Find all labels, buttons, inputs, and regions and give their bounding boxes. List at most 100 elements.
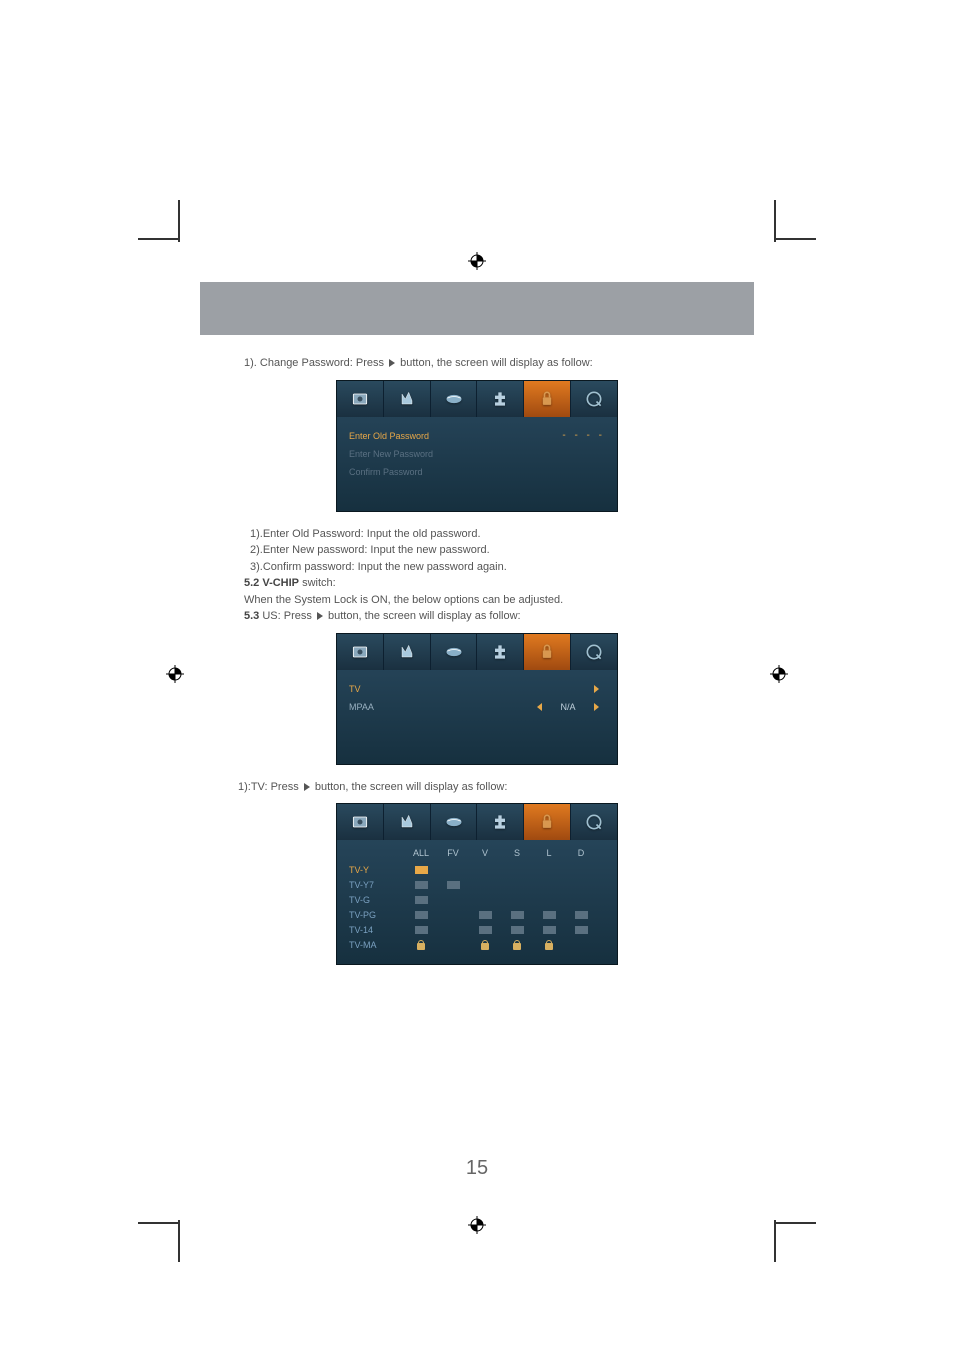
rating-row[interactable]: TV-14 [349, 922, 605, 937]
menu-row[interactable]: Confirm Password [349, 463, 605, 481]
osd-menu-us: TV MPAA N/A [336, 633, 618, 765]
rating-cell[interactable] [533, 940, 565, 950]
osd-menu-tv-rating: ALLFVVSLDTV-YTV-Y7TV-GTV-PGTV-14TV-MA [336, 803, 618, 965]
menu-tab[interactable] [431, 634, 478, 670]
text: 3).Confirm password: Input the new passw… [250, 559, 754, 576]
menu-tab[interactable] [524, 381, 571, 417]
menu-tab[interactable] [571, 804, 617, 840]
rating-col: D [565, 848, 597, 858]
rating-cell[interactable] [501, 926, 533, 934]
crop-mark [178, 1220, 180, 1262]
menu-tab[interactable] [524, 804, 571, 840]
menu-label: MPAA [349, 702, 531, 712]
rating-cell[interactable] [501, 940, 533, 950]
menu-row[interactable]: Enter New Password [349, 445, 605, 463]
rating-row[interactable]: TV-G [349, 892, 605, 907]
menu-row[interactable]: TV [349, 680, 605, 698]
password-dashes: - - - - [562, 430, 605, 441]
menu-row[interactable]: Enter Old Password- - - - [349, 427, 605, 445]
text-block: 1).Enter Old Password: Input the old pas… [250, 526, 754, 576]
registration-mark [468, 1216, 486, 1234]
rating-name: TV-Y7 [349, 880, 405, 890]
rating-col: S [501, 848, 533, 858]
text: 5.3 [244, 610, 259, 622]
menu-value: N/A [548, 702, 588, 712]
rating-cell[interactable] [565, 926, 597, 934]
right-triangle-icon [304, 783, 310, 791]
menu-row[interactable]: MPAA N/A [349, 698, 605, 716]
menu-tab[interactable] [384, 634, 431, 670]
crop-mark [774, 238, 816, 240]
registration-mark [468, 252, 486, 270]
rating-cell[interactable] [405, 881, 437, 889]
menu-tab[interactable] [571, 634, 617, 670]
rating-row[interactable]: TV-Y [349, 862, 605, 877]
rating-row[interactable]: TV-PG [349, 907, 605, 922]
menu-tabs [337, 634, 617, 670]
text: When the System Lock is ON, the below op… [244, 592, 754, 609]
rating-name: TV-PG [349, 910, 405, 920]
menu-tab[interactable] [571, 381, 617, 417]
right-arrow-icon[interactable] [594, 703, 599, 711]
tv-text: 1):TV: Press button, the screen will dis… [238, 779, 754, 796]
rating-cell[interactable] [405, 911, 437, 919]
registration-mark [166, 665, 184, 683]
right-triangle-icon [317, 612, 323, 620]
menu-tab[interactable] [337, 381, 384, 417]
lock-icon [481, 940, 489, 950]
page: 1). Change Password: Press button, the s… [0, 0, 954, 1348]
intro-text: 1). Change Password: Press button, the s… [244, 355, 754, 372]
menu-tab[interactable] [431, 381, 478, 417]
menu-tab[interactable] [337, 634, 384, 670]
lock-icon [513, 940, 521, 950]
rating-cell[interactable] [565, 911, 597, 919]
rating-name: TV-Y [349, 865, 405, 875]
rating-cell[interactable] [469, 911, 501, 919]
rating-col: L [533, 848, 565, 858]
menu-tab[interactable] [431, 804, 478, 840]
crop-mark [774, 1222, 816, 1224]
rating-col: FV [437, 848, 469, 858]
rating-cell[interactable] [405, 896, 437, 904]
menu-label: Enter Old Password [349, 431, 562, 441]
menu-tab[interactable] [337, 804, 384, 840]
header-band [200, 282, 754, 335]
osd-menu-password: Enter Old Password- - - - Enter New Passw… [336, 380, 618, 512]
rating-cell[interactable] [405, 940, 437, 950]
rating-cell[interactable] [533, 911, 565, 919]
right-arrow-icon[interactable] [594, 685, 599, 693]
crop-mark [138, 238, 180, 240]
text: 1).Enter Old Password: Input the old pas… [250, 526, 754, 543]
menu-tabs [337, 381, 617, 417]
rating-row[interactable]: TV-MA [349, 937, 605, 952]
text: 1):TV: Press [238, 781, 302, 793]
rating-cell[interactable] [533, 926, 565, 934]
menu-tab[interactable] [384, 804, 431, 840]
menu-label: Confirm Password [349, 467, 605, 477]
rating-cell[interactable] [405, 866, 437, 874]
left-arrow-icon[interactable] [537, 703, 542, 711]
rating-name: TV-14 [349, 925, 405, 935]
rating-cell[interactable] [437, 881, 469, 889]
rating-cell[interactable] [469, 940, 501, 950]
rating-cell[interactable] [469, 926, 501, 934]
rating-cell[interactable] [501, 911, 533, 919]
rating-body: ALLFVVSLDTV-YTV-Y7TV-GTV-PGTV-14TV-MA [337, 840, 617, 964]
registration-mark [770, 665, 788, 683]
menu-tab[interactable] [384, 381, 431, 417]
text: 2).Enter New password: Input the new pas… [250, 542, 754, 559]
menu-tab[interactable] [477, 804, 524, 840]
rating-cell[interactable] [405, 926, 437, 934]
menu-tabs [337, 804, 617, 840]
menu-tab[interactable] [524, 634, 571, 670]
rating-row[interactable]: TV-Y7 [349, 877, 605, 892]
menu-tab[interactable] [477, 634, 524, 670]
text: button, the screen will display as follo… [397, 357, 593, 369]
lock-icon [417, 940, 425, 950]
menu-label: Enter New Password [349, 449, 605, 459]
content: 1). Change Password: Press button, the s… [200, 355, 754, 979]
menu-tab[interactable] [477, 381, 524, 417]
menu-label: TV [349, 684, 588, 694]
menu-body: Enter Old Password- - - - Enter New Passw… [337, 417, 617, 511]
rating-header: ALLFVVSLD [349, 848, 605, 858]
